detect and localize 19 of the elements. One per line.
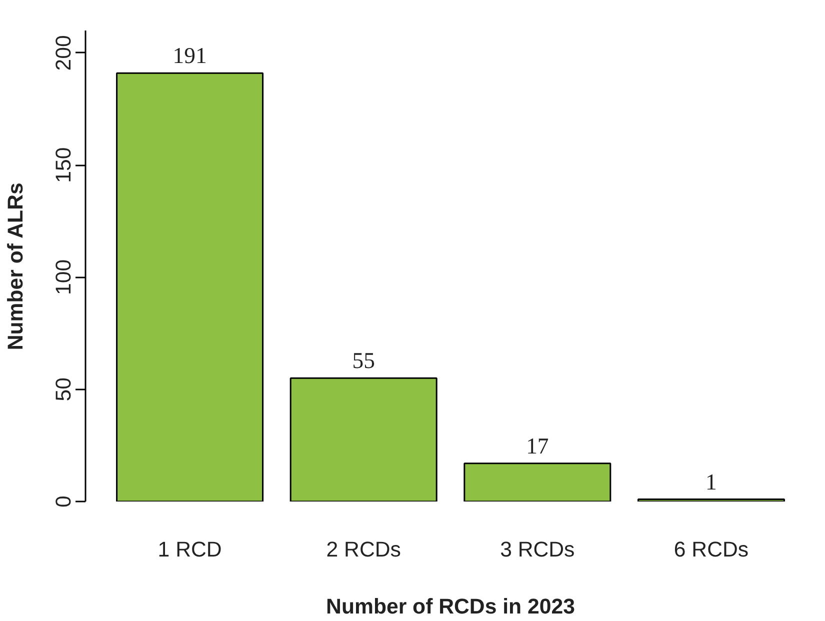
y-tick-label: 50 [52,377,76,402]
x-tick-label: 3 RCDs [500,538,575,562]
bar [464,462,612,502]
data-label: 1 [706,469,717,494]
y-tick-label: 200 [52,35,76,71]
data-label: 55 [352,348,375,374]
x-tick-label: 2 RCDs [326,538,401,562]
y-axis-title: Number of ALRs [4,182,28,350]
bar [116,72,264,502]
data-label: 17 [526,433,549,458]
x-tick-label: 1 RCD [158,538,222,562]
y-tick-label: 150 [52,147,76,183]
bar [637,498,785,502]
y-tick-label: 0 [52,495,76,508]
data-label: 191 [172,43,207,68]
x-tick-label: 6 RCDs [674,538,749,562]
y-tick-label: 100 [52,259,76,296]
x-axis-title: Number of RCDs in 2023 [326,594,576,618]
bar [290,377,438,502]
